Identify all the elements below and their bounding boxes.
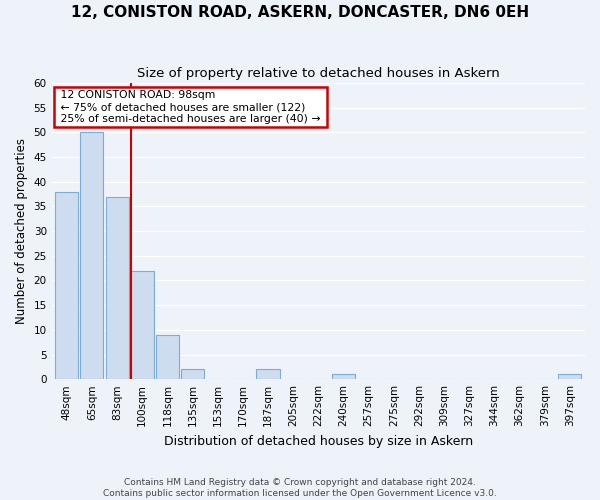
Bar — [156, 335, 179, 379]
Title: Size of property relative to detached houses in Askern: Size of property relative to detached ho… — [137, 68, 500, 80]
Bar — [332, 374, 355, 379]
X-axis label: Distribution of detached houses by size in Askern: Distribution of detached houses by size … — [164, 434, 473, 448]
Text: Contains HM Land Registry data © Crown copyright and database right 2024.
Contai: Contains HM Land Registry data © Crown c… — [103, 478, 497, 498]
Text: 12, CONISTON ROAD, ASKERN, DONCASTER, DN6 0EH: 12, CONISTON ROAD, ASKERN, DONCASTER, DN… — [71, 5, 529, 20]
Bar — [131, 270, 154, 379]
Bar — [256, 370, 280, 379]
Text: 12 CONISTON ROAD: 98sqm
 ← 75% of detached houses are smaller (122)
 25% of semi: 12 CONISTON ROAD: 98sqm ← 75% of detache… — [57, 90, 324, 124]
Bar — [559, 374, 581, 379]
Bar — [80, 132, 103, 379]
Y-axis label: Number of detached properties: Number of detached properties — [15, 138, 28, 324]
Bar — [106, 196, 128, 379]
Bar — [181, 370, 204, 379]
Bar — [55, 192, 79, 379]
